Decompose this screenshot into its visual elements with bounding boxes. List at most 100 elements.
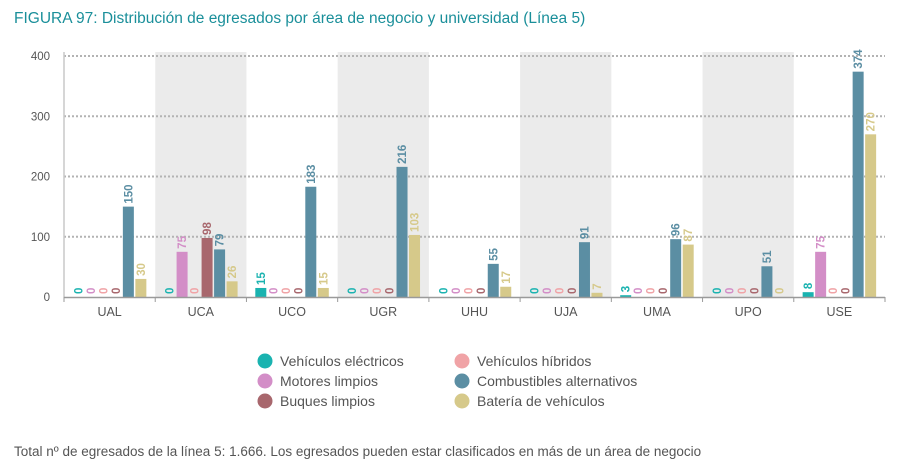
legend-swatch-veh-culos-el-ctricos xyxy=(257,353,273,369)
data-label-use-motores-limpios: 75 xyxy=(816,235,828,248)
data-label-uhu-combustibles-alternativos: 55 xyxy=(488,247,500,260)
data-label-uca-bater-a-de-veh-culos: 26 xyxy=(227,266,239,279)
bar-uhu-combustibles-alternativos xyxy=(487,263,499,297)
bar-ual-bater-a-de-veh-culos xyxy=(135,278,147,297)
data-label-uma-bater-a-de-veh-culos: 87 xyxy=(683,229,695,242)
data-label-ual-bater-a-de-veh-culos: 30 xyxy=(136,263,148,276)
data-label-upo-combustibles-alternativos: 51 xyxy=(762,250,774,263)
data-label-uma-motores-limpios: 0 xyxy=(633,288,645,294)
data-label-uca-buques-limpios: 98 xyxy=(202,222,214,235)
data-label-uhu-veh-culos-h-bridos: 0 xyxy=(463,288,475,294)
data-label-ugr-motores-limpios: 0 xyxy=(360,288,372,294)
footer-note: Total nº de egresados de la línea 5: 1.6… xyxy=(14,444,702,459)
data-label-use-buques-limpios: 0 xyxy=(841,288,853,294)
y-tick-label-0: 0 xyxy=(44,292,50,304)
legend-label-veh-culos-h-bridos: Vehículos híbridos xyxy=(477,353,591,369)
y-tick-label-200: 200 xyxy=(31,172,50,184)
y-tick-label-100: 100 xyxy=(31,232,50,244)
x-axis: UAL UCA UCO UGR UHU UJA UMA UPO USE xyxy=(63,52,886,319)
bar-uca-bater-a-de-veh-culos xyxy=(226,281,238,297)
bar-upo-combustibles-alternativos xyxy=(761,266,773,297)
y-axis-ticks: 0 100 200 300 400 xyxy=(31,51,50,304)
legend-item-bater-a-de-veh-culos: Batería de vehículos xyxy=(454,393,605,409)
x-tick-label-use: USE xyxy=(827,305,853,319)
legend-swatch-bater-a-de-veh-culos xyxy=(454,393,470,409)
data-label-ugr-veh-culos-el-ctricos: 0 xyxy=(347,288,359,294)
data-label-uco-combustibles-alternativos: 183 xyxy=(306,165,318,184)
bar-uma-combustibles-alternativos xyxy=(670,239,682,297)
bar-ugr-bater-a-de-veh-culos xyxy=(409,234,421,297)
data-label-uca-combustibles-alternativos: 79 xyxy=(215,234,227,247)
category-band-uca xyxy=(155,52,247,297)
legend-label-buques-limpios: Buques limpios xyxy=(280,393,375,409)
data-label-upo-veh-culos-el-ctricos: 0 xyxy=(712,288,724,294)
legend-label-combustibles-alternativos: Combustibles alternativos xyxy=(477,373,637,389)
data-label-uco-veh-culos-h-bridos: 0 xyxy=(281,288,293,294)
legend-item-veh-culos-h-bridos: Vehículos híbridos xyxy=(454,353,591,369)
data-label-uja-bater-a-de-veh-culos: 7 xyxy=(592,283,604,289)
gridlines xyxy=(64,55,885,238)
data-label-uhu-buques-limpios: 0 xyxy=(476,288,488,294)
data-label-uja-veh-culos-el-ctricos: 0 xyxy=(529,288,541,294)
bar-uca-buques-limpios xyxy=(201,237,213,297)
x-tick-label-uhu: UHU xyxy=(461,305,488,319)
bar-uca-combustibles-alternativos xyxy=(214,249,226,297)
data-label-ual-buques-limpios: 0 xyxy=(111,288,123,294)
x-tick-label-uja: UJA xyxy=(554,305,578,319)
data-label-use-combustibles-alternativos: 374 xyxy=(853,49,865,69)
y-tick-label-400: 400 xyxy=(31,51,50,63)
data-label-uca-motores-limpios: 75 xyxy=(177,235,189,248)
data-label-ugr-veh-culos-h-bridos: 0 xyxy=(372,288,384,294)
bar-uco-combustibles-alternativos xyxy=(305,186,317,297)
data-label-ual-combustibles-alternativos: 150 xyxy=(123,184,135,203)
data-label-uca-veh-culos-el-ctricos: 0 xyxy=(165,288,177,294)
legend-label-motores-limpios: Motores limpios xyxy=(280,373,378,389)
data-label-uma-combustibles-alternativos: 96 xyxy=(671,223,683,236)
data-label-upo-bater-a-de-veh-culos: 0 xyxy=(774,288,786,294)
bar-uma-veh-culos-el-ctricos xyxy=(620,295,632,297)
data-label-ual-veh-culos-h-bridos: 0 xyxy=(98,288,110,294)
data-label-upo-motores-limpios: 0 xyxy=(724,288,736,294)
legend-item-veh-culos-el-ctricos: Vehículos eléctricos xyxy=(257,353,404,369)
legend-swatch-veh-culos-h-bridos xyxy=(454,353,470,369)
data-label-uja-veh-culos-h-bridos: 0 xyxy=(554,288,566,294)
data-label-ual-motores-limpios: 0 xyxy=(86,288,98,294)
bar-ual-combustibles-alternativos xyxy=(122,206,134,297)
bar-use-combustibles-alternativos xyxy=(852,71,864,297)
data-label-uhu-veh-culos-el-ctricos: 0 xyxy=(438,288,450,294)
data-label-use-bater-a-de-veh-culos: 270 xyxy=(866,112,878,131)
data-label-upo-veh-culos-h-bridos: 0 xyxy=(737,288,749,294)
legend-swatch-motores-limpios xyxy=(257,373,273,389)
bar-use-veh-culos-el-ctricos xyxy=(802,292,814,297)
x-tick-label-uca: UCA xyxy=(188,305,215,319)
data-label-ugr-combustibles-alternativos: 216 xyxy=(397,145,409,164)
data-label-uco-veh-culos-el-ctricos: 15 xyxy=(256,272,268,285)
legend-swatch-buques-limpios xyxy=(257,393,273,409)
x-tick-label-uma: UMA xyxy=(643,305,671,319)
y-tick-label-300: 300 xyxy=(31,111,50,123)
bar-uco-veh-culos-el-ctricos xyxy=(255,287,267,297)
legend-label-veh-culos-el-ctricos: Vehículos eléctricos xyxy=(280,353,404,369)
data-label-uma-veh-culos-el-ctricos: 3 xyxy=(621,286,633,292)
legend-swatch-combustibles-alternativos xyxy=(454,373,470,389)
category-bands xyxy=(155,52,794,297)
data-label-uco-bater-a-de-veh-culos: 15 xyxy=(318,272,330,285)
data-label-ual-veh-culos-el-ctricos: 0 xyxy=(73,288,85,294)
data-label-ugr-bater-a-de-veh-culos: 103 xyxy=(410,213,422,232)
legend-label-bater-a-de-veh-culos: Batería de vehículos xyxy=(477,393,605,409)
data-label-ugr-buques-limpios: 0 xyxy=(385,288,397,294)
legend-item-combustibles-alternativos: Combustibles alternativos xyxy=(454,373,637,389)
legend-item-buques-limpios: Buques limpios xyxy=(257,393,375,409)
bar-uca-motores-limpios xyxy=(176,251,188,297)
bar-uhu-bater-a-de-veh-culos xyxy=(500,286,512,297)
x-tick-label-ugr: UGR xyxy=(369,305,397,319)
data-label-uco-buques-limpios: 0 xyxy=(293,288,305,294)
bar-uja-combustibles-alternativos xyxy=(578,242,590,297)
bar-uma-bater-a-de-veh-culos xyxy=(682,244,694,297)
data-label-uma-veh-culos-h-bridos: 0 xyxy=(646,288,658,294)
bar-use-motores-limpios xyxy=(815,251,827,297)
legend: Vehículos eléctricos Vehículos híbridos Mo… xyxy=(257,353,637,409)
data-label-uja-buques-limpios: 0 xyxy=(567,288,579,294)
data-label-uco-motores-limpios: 0 xyxy=(268,288,280,294)
